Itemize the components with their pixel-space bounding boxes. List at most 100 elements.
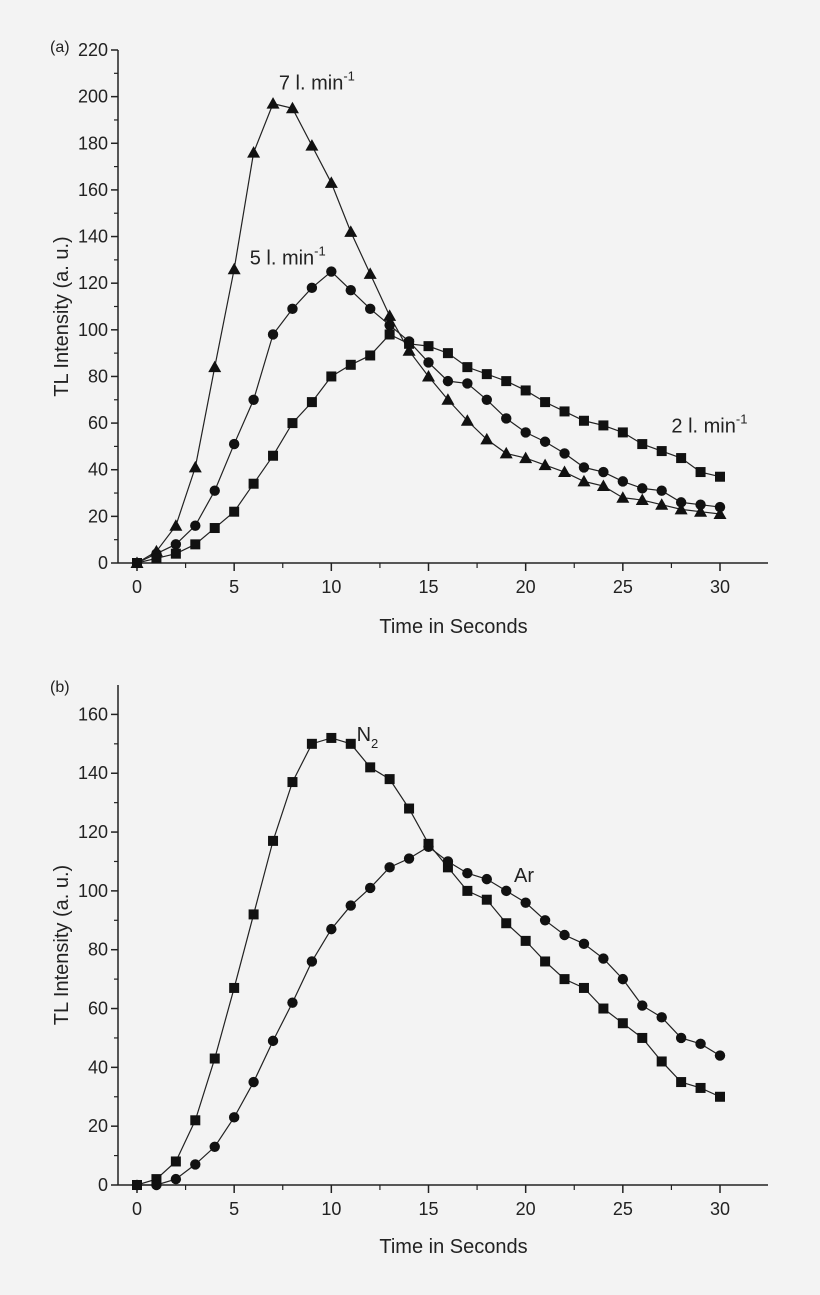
data-point-circle [462, 378, 473, 389]
panel-label: (a) [50, 39, 70, 56]
data-point-circle [481, 394, 492, 405]
data-point-circle [209, 1141, 220, 1152]
data-point-circle [345, 284, 356, 296]
data-point-circle [675, 1032, 687, 1044]
data-point-square [345, 359, 356, 370]
x-axis-label: Time in Seconds [379, 616, 527, 638]
data-point-circle [267, 1035, 279, 1047]
data-point-circle [345, 900, 356, 911]
y-tick-label: 140 [78, 227, 108, 247]
data-point-circle [228, 438, 240, 450]
data-point-square [229, 982, 240, 993]
data-point-circle [481, 873, 492, 885]
y-tick-label: 160 [78, 180, 108, 200]
data-point-square [229, 506, 240, 517]
data-point-square [384, 329, 395, 340]
data-point-square [520, 935, 531, 946]
data-point-circle [520, 897, 531, 908]
data-point-square [656, 1056, 667, 1067]
data-point-circle [170, 1173, 182, 1185]
data-point-circle [365, 303, 376, 315]
y-tick-label: 0 [98, 553, 108, 573]
data-point-circle [131, 1179, 143, 1191]
data-point-circle [384, 319, 395, 331]
data-point-circle [539, 915, 551, 926]
data-point-circle [248, 1076, 259, 1088]
data-point-triangle [188, 460, 202, 473]
data-point-square [326, 732, 337, 743]
data-point-square [190, 539, 201, 550]
data-point-square [715, 1091, 725, 1102]
data-point-triangle [635, 493, 649, 506]
data-point-triangle [441, 393, 455, 405]
series-line [136, 333, 721, 564]
data-point-circle [423, 357, 434, 368]
series-square [132, 329, 725, 568]
data-point-circle [598, 953, 609, 964]
data-point-square [170, 1156, 181, 1167]
data-point-triangle [363, 267, 377, 279]
data-point-square [462, 362, 473, 373]
series-annotation: 7 l. min-1 [279, 69, 355, 95]
data-point-square [617, 1018, 628, 1029]
y-tick-label: 220 [78, 40, 108, 60]
data-point-square [637, 439, 648, 450]
series-triangle [130, 97, 727, 568]
data-point-circle [326, 266, 337, 277]
series-circle [131, 266, 726, 569]
data-point-circle [520, 427, 531, 438]
data-point-circle [675, 497, 687, 508]
y-tick-label: 100 [78, 320, 108, 340]
data-point-square [306, 397, 317, 408]
data-point-circle [306, 282, 318, 294]
data-point-square [462, 885, 473, 896]
series-annotation: Ar [514, 865, 534, 887]
data-point-square [442, 862, 453, 873]
data-point-circle [365, 882, 376, 894]
data-point-circle [501, 413, 512, 424]
series-annotation: 5 l. min-1 [250, 244, 326, 270]
x-tick-label: 0 [132, 577, 142, 597]
data-point-circle [559, 448, 570, 459]
data-point-circle [559, 929, 570, 941]
y-tick-label: 180 [78, 133, 108, 153]
data-point-circle [190, 1159, 201, 1170]
data-point-triangle [577, 474, 591, 487]
y-axis-label: TL Intensity (a. u.) [51, 865, 73, 1025]
series-annotation: 2 l. min-1 [671, 411, 747, 437]
series-square [132, 732, 725, 1190]
data-point-circle [656, 485, 667, 496]
data-point-square [209, 1053, 220, 1064]
data-point-circle [151, 1179, 162, 1191]
x-tick-label: 15 [418, 1199, 438, 1219]
data-point-circle [287, 303, 298, 315]
y-tick-label: 160 [78, 704, 108, 724]
y-tick-label: 100 [78, 881, 108, 901]
data-point-circle [617, 476, 629, 487]
data-point-square [481, 369, 492, 380]
x-tick-label: 20 [516, 577, 536, 597]
data-point-triangle [422, 369, 435, 382]
data-point-square [598, 420, 609, 431]
data-point-square [540, 956, 551, 967]
data-point-square [345, 738, 356, 749]
data-point-square [404, 803, 415, 814]
data-point-circle [209, 485, 220, 496]
data-point-circle [695, 499, 706, 510]
x-tick-label: 25 [613, 577, 633, 597]
data-point-triangle [402, 344, 416, 356]
series-annotation: N2 [357, 724, 379, 751]
y-tick-label: 60 [88, 999, 108, 1019]
series-line [136, 102, 721, 564]
y-tick-label: 0 [98, 1175, 108, 1195]
data-point-square [501, 918, 512, 929]
data-point-triangle [674, 502, 688, 515]
data-point-square [384, 774, 395, 785]
y-tick-label: 60 [88, 413, 108, 433]
panel-b: 0 20 40 60 80 100 120 140 160 0 5 10 15 20 25 30 Time in… [50, 679, 768, 1258]
data-point-square [268, 835, 279, 846]
data-point-triangle [247, 146, 261, 158]
series-line [136, 737, 721, 1186]
x-tick-label: 25 [613, 1199, 633, 1219]
